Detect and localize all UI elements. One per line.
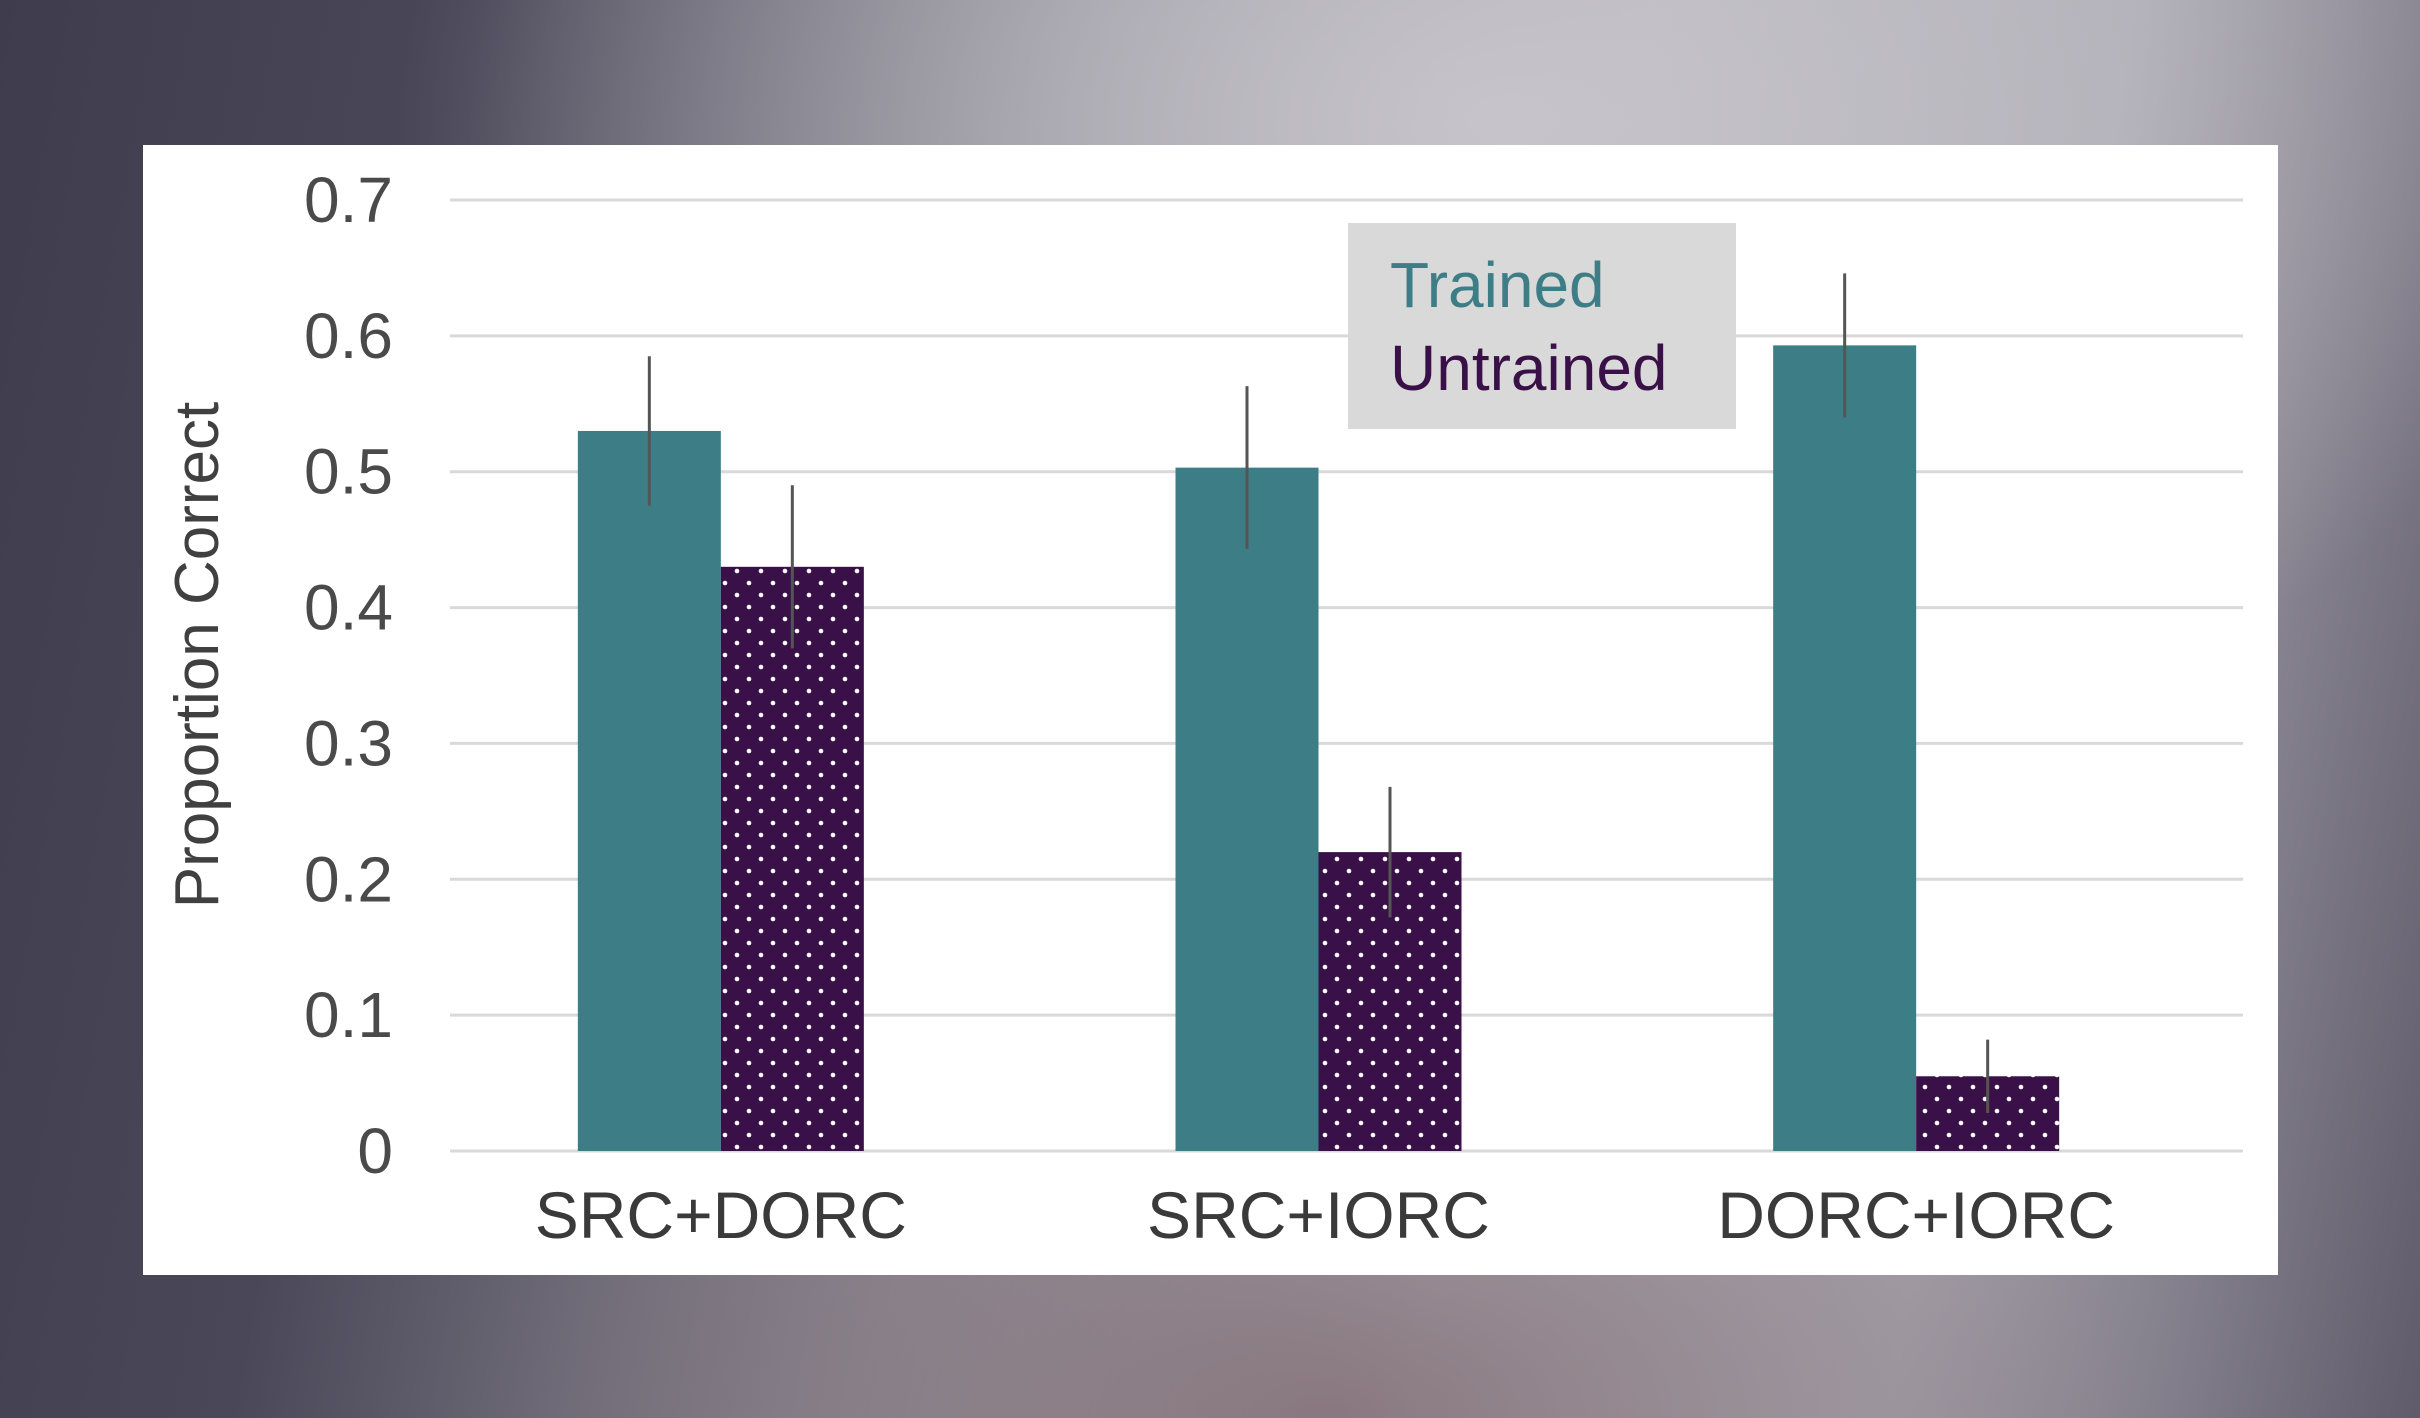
bar-trained-src-dorc [577, 430, 721, 1151]
legend: Trained Untrained [1348, 223, 1736, 429]
bars [577, 345, 2060, 1152]
x-category-label: DORC+IORC [1717, 1178, 2115, 1252]
y-tick-label: 0.2 [304, 843, 393, 915]
bar-trained-dorc-iorc [1773, 345, 1917, 1151]
x-category-label: SRC+IORC [1147, 1178, 1490, 1252]
y-tick-label: 0.1 [304, 979, 393, 1051]
y-tick-label: 0.7 [304, 164, 393, 236]
y-tick-label: 0.3 [304, 707, 393, 779]
y-tick-label: 0.6 [304, 300, 393, 372]
chart-panel: 0 0.1 0.2 0.3 0.4 0.5 0.6 0.7 SRC+DORC SRC+IORC D… [143, 145, 2278, 1275]
legend-item-trained: Trained [1390, 249, 1605, 321]
category-labels: SRC+DORC SRC+IORC DORC+IORC [535, 1178, 2115, 1252]
bar-chart: 0 0.1 0.2 0.3 0.4 0.5 0.6 0.7 SRC+DORC SRC+IORC D… [163, 164, 2243, 1252]
legend-item-untrained: Untrained [1390, 332, 1668, 404]
y-axis-title: Proportion Correct [163, 402, 232, 909]
y-tick-label: 0.5 [304, 436, 393, 508]
x-category-label: SRC+DORC [535, 1178, 907, 1252]
y-tick-labels: 0 0.1 0.2 0.3 0.4 0.5 0.6 0.7 [304, 164, 393, 1187]
bar-untrained-src-dorc [720, 566, 864, 1151]
bar-trained-src-iorc [1175, 467, 1319, 1152]
y-tick-label: 0.4 [304, 572, 393, 644]
error-bars [647, 273, 1990, 1113]
y-tick-label: 0 [357, 1115, 393, 1187]
